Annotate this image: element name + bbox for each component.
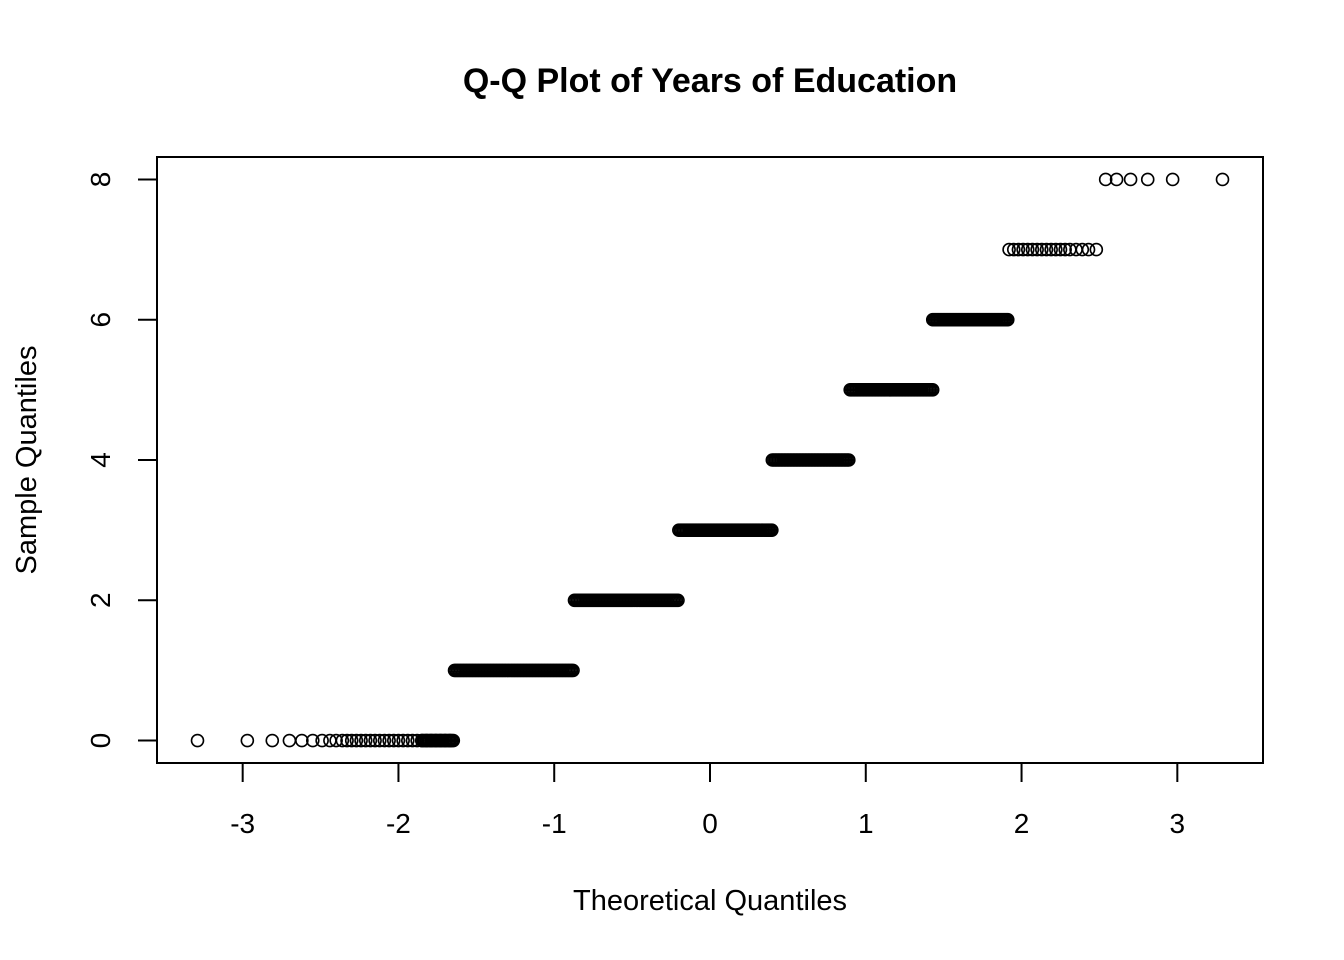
- qq-point: [190, 733, 205, 748]
- x-tick-label: 0: [702, 808, 718, 839]
- qq-point: [1006, 242, 1021, 257]
- data-points: [190, 172, 1230, 748]
- qq-point: [1025, 242, 1040, 257]
- qq-point: [295, 733, 309, 748]
- qq-point: [340, 733, 354, 748]
- qq-point: [265, 733, 280, 748]
- y-axis-label: Sample Quantiles: [11, 346, 43, 575]
- qq-point: [344, 733, 359, 748]
- x-axis: -3 -2 -1 0 1 2 3: [230, 762, 1186, 839]
- chart-title: Q-Q Plot of Years of Education: [463, 62, 957, 100]
- qq-point: [358, 733, 373, 748]
- qq-point: [1002, 242, 1016, 257]
- qq-point: [1165, 172, 1180, 187]
- qq-point: [305, 733, 320, 748]
- qq-point: [1075, 242, 1090, 257]
- x-tick-label: -1: [542, 808, 567, 839]
- qq-point: [382, 733, 396, 748]
- qq-point: [1123, 172, 1138, 187]
- y-tick-label: 2: [85, 592, 116, 608]
- qq-point: [1215, 172, 1230, 187]
- qq-point: [1089, 242, 1104, 257]
- qq-point: [1098, 172, 1113, 187]
- qq-point: [1011, 242, 1026, 257]
- qq-point: [1016, 242, 1030, 257]
- x-tick-label: -2: [386, 808, 411, 839]
- qq-point: [1020, 242, 1035, 257]
- qq-point: [240, 733, 255, 748]
- qq-point: [1044, 242, 1058, 257]
- qq-point: [386, 733, 401, 748]
- qq-point: [396, 733, 410, 748]
- qq-point: [354, 733, 368, 748]
- x-tick-label: 1: [858, 808, 874, 839]
- qq-point: [349, 733, 364, 748]
- qq-point: [372, 733, 387, 748]
- x-tick-label: 2: [1014, 808, 1030, 839]
- x-tick-label: 3: [1170, 808, 1186, 839]
- qq-point: [1140, 172, 1155, 187]
- x-tick-label: -3: [230, 808, 255, 839]
- qq-point: [446, 733, 461, 748]
- qq-point: [1039, 242, 1054, 257]
- qq-point: [315, 733, 329, 748]
- qq-point: [1058, 242, 1072, 257]
- qq-point: [765, 523, 779, 537]
- qq-point: [329, 733, 343, 748]
- qq-point: [1000, 312, 1015, 327]
- qq-point: [1030, 242, 1044, 257]
- y-tick-label: 0: [85, 733, 116, 749]
- x-axis-label: Theoretical Quantiles: [573, 885, 847, 917]
- qq-point: [1035, 242, 1049, 257]
- qq-point: [1109, 172, 1124, 187]
- y-tick-label: 6: [85, 312, 116, 328]
- qq-point: [1081, 242, 1096, 257]
- plot-frame: [156, 156, 1264, 764]
- qq-point: [842, 453, 856, 467]
- qq-point: [363, 733, 378, 748]
- qq-point: [566, 663, 580, 678]
- qq-point: [925, 383, 940, 397]
- qq-point: [368, 733, 382, 748]
- qq-point: [335, 733, 350, 748]
- qq-point: [400, 733, 415, 748]
- qq-point: [282, 733, 297, 748]
- qq-point: [377, 733, 392, 748]
- qq-point: [671, 593, 685, 608]
- y-tick-label: 4: [85, 452, 116, 468]
- qq-point: [391, 733, 406, 748]
- y-tick-label: 8: [85, 172, 116, 188]
- qq-point: [1049, 242, 1063, 257]
- y-axis: 0 2 4 6 8: [85, 172, 158, 749]
- qq-point: [1053, 242, 1068, 257]
